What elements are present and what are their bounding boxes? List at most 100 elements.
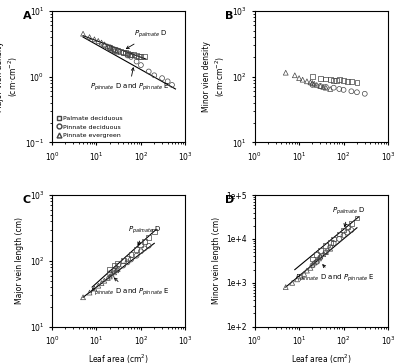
Point [317, 83, 324, 89]
Point [309, 256, 316, 262]
Point [80, 294, 86, 300]
Point [86, 34, 93, 40]
Point [296, 75, 302, 81]
Point [133, 53, 140, 58]
Point [317, 248, 324, 253]
Point [136, 53, 142, 59]
Point [91, 36, 98, 42]
Point [111, 263, 117, 269]
Point [101, 42, 108, 48]
Point [334, 78, 340, 83]
Point [301, 271, 307, 277]
Point [320, 84, 326, 90]
Point [354, 215, 360, 221]
Point [323, 85, 329, 91]
Point [309, 74, 316, 79]
Point [107, 274, 113, 280]
Point [151, 229, 158, 234]
Point [344, 230, 350, 236]
Point [107, 270, 113, 276]
Y-axis label: Minor vien density
(cm·cm$^{-2}$): Minor vien density (cm·cm$^{-2}$) [202, 41, 227, 112]
Point [104, 43, 111, 49]
Point [128, 252, 134, 257]
Point [120, 49, 126, 55]
Text: D: D [225, 195, 234, 205]
Point [311, 260, 318, 265]
Point [309, 82, 316, 88]
Point [111, 269, 117, 275]
Y-axis label: Minor vein length (cm): Minor vein length (cm) [212, 217, 221, 305]
Point [316, 256, 322, 261]
Point [138, 248, 144, 254]
Y-axis label: Major vein length (cm): Major vein length (cm) [15, 217, 24, 305]
Point [340, 77, 347, 83]
Point [323, 84, 329, 90]
Point [141, 238, 148, 244]
Point [298, 274, 304, 280]
Point [340, 87, 347, 93]
Point [128, 257, 134, 262]
Point [146, 69, 152, 74]
Point [323, 76, 329, 82]
Point [133, 253, 140, 258]
Point [327, 86, 333, 92]
Text: B: B [225, 11, 234, 21]
Point [282, 70, 289, 76]
Point [120, 263, 126, 269]
Point [307, 79, 314, 85]
Point [98, 280, 105, 286]
Point [95, 38, 102, 44]
Point [340, 227, 347, 233]
Point [107, 266, 113, 272]
Point [159, 75, 165, 81]
Point [348, 220, 354, 226]
Point [138, 54, 144, 60]
Point [91, 286, 98, 291]
Point [304, 268, 310, 273]
Point [348, 78, 354, 84]
Point [311, 81, 318, 87]
Point [126, 51, 132, 57]
Text: $P_{palmate}$ D: $P_{palmate}$ D [126, 28, 168, 49]
Point [146, 243, 152, 249]
Point [320, 251, 326, 257]
Point [114, 266, 121, 272]
Point [141, 54, 148, 60]
Point [111, 268, 117, 274]
Point [118, 49, 124, 54]
Point [309, 262, 316, 268]
Point [124, 53, 131, 58]
Point [317, 75, 324, 81]
Text: $P_{pinnate}$ D and $P_{pinnate}$ E: $P_{pinnate}$ D and $P_{pinnate}$ E [90, 278, 169, 298]
Point [314, 82, 320, 88]
Point [164, 78, 171, 84]
Point [124, 50, 131, 56]
Point [348, 88, 354, 94]
Point [138, 62, 144, 68]
Point [344, 78, 350, 84]
Point [124, 255, 131, 261]
Point [362, 91, 368, 97]
Point [282, 284, 289, 290]
Point [340, 233, 347, 238]
Point [336, 236, 342, 242]
Point [111, 48, 117, 53]
Point [138, 241, 144, 247]
Point [330, 236, 337, 242]
Point [146, 234, 152, 240]
Point [122, 50, 129, 56]
Point [327, 77, 333, 83]
Point [327, 239, 333, 245]
X-axis label: Leaf area (cm$^2$): Leaf area (cm$^2$) [291, 352, 352, 363]
Point [323, 249, 329, 255]
Point [314, 258, 320, 264]
Point [304, 78, 310, 84]
Point [336, 86, 342, 92]
Point [336, 77, 342, 83]
Point [113, 268, 120, 273]
Point [86, 290, 93, 295]
Point [128, 54, 134, 60]
Point [80, 31, 86, 37]
Point [107, 44, 113, 50]
Point [120, 258, 126, 264]
